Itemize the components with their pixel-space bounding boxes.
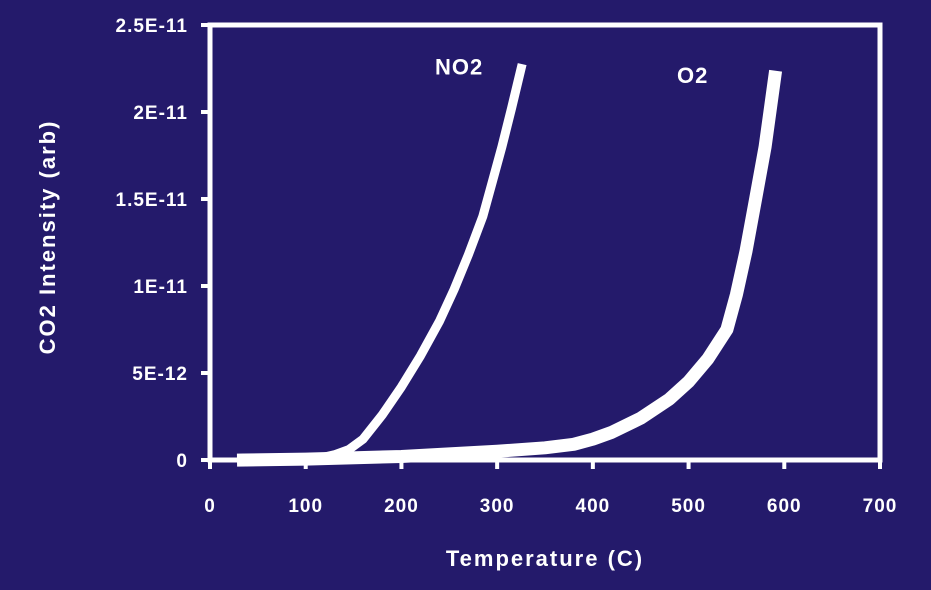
x-tick-label: 500 bbox=[671, 496, 706, 517]
x-tick-label: 700 bbox=[863, 496, 898, 517]
series-label-no2: NO2 bbox=[435, 55, 483, 80]
y-tick-label: 1.5E-11 bbox=[116, 190, 189, 211]
x-tick-label: 600 bbox=[767, 496, 802, 517]
x-tick-label: 0 bbox=[204, 496, 216, 517]
y-tick-label: 1E-11 bbox=[133, 277, 188, 298]
series-line-o2 bbox=[236, 69, 783, 467]
series-label-o2: O2 bbox=[677, 63, 708, 88]
series-layer bbox=[236, 63, 783, 467]
x-tick-label: 100 bbox=[288, 496, 323, 517]
y-tick-label: 2E-11 bbox=[133, 103, 188, 124]
y-tick-label: 5E-12 bbox=[132, 364, 188, 385]
x-tick-label: 400 bbox=[576, 496, 611, 517]
plot-area-frame bbox=[207, 22, 883, 463]
y-axis-title: CO2 Intensity (arb) bbox=[35, 120, 60, 355]
series-labels: NO2 O2 bbox=[435, 55, 708, 89]
x-tick-label: 300 bbox=[480, 496, 515, 517]
tick-labels: 0 100 200 300 400 500 600 700 0 5E-12 1E-11 1.5E-11… bbox=[116, 16, 898, 517]
axis-ticks bbox=[201, 23, 882, 469]
x-axis-title: Temperature (C) bbox=[446, 546, 644, 571]
x-tick-label: 200 bbox=[384, 496, 419, 517]
y-tick-label: 2.5E-11 bbox=[116, 16, 189, 37]
y-tick-label: 0 bbox=[176, 451, 188, 472]
